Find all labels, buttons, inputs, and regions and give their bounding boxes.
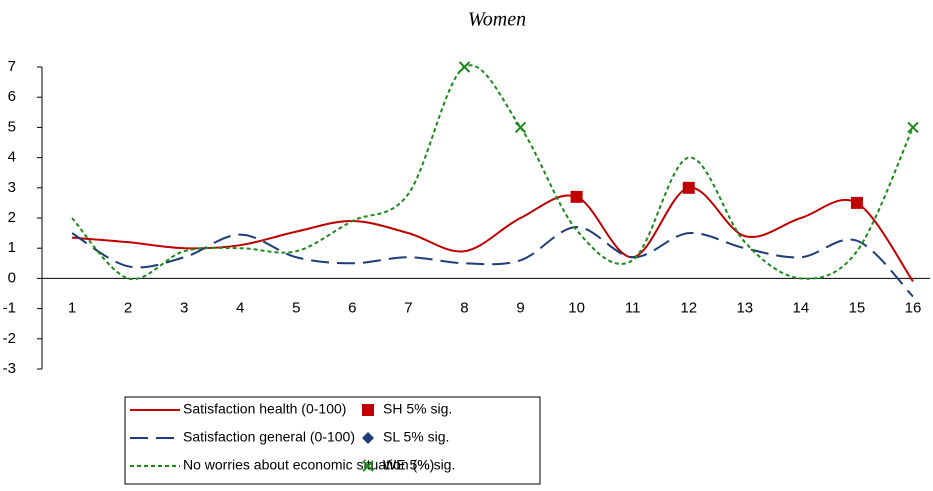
legend-marker: [362, 460, 374, 472]
y-tick-label: -2: [3, 330, 16, 347]
legend-label: WE 5% sig.: [383, 457, 455, 473]
x-tick-label: 8: [460, 299, 468, 316]
x-tick-label: 7: [404, 299, 412, 316]
chart-title: Women: [468, 9, 526, 31]
y-tick-label: 6: [8, 88, 16, 105]
x-tick-label: 2: [124, 299, 132, 316]
marker: [682, 181, 695, 194]
x-tick-label: 14: [793, 299, 810, 316]
y-tick-label: 3: [8, 179, 16, 196]
marker: [907, 121, 919, 134]
series-line: [71, 226, 914, 298]
y-tick-label: 2: [8, 209, 16, 226]
legend-marker: [362, 432, 374, 444]
marker: [570, 190, 583, 203]
legend-label: Satisfaction general (0-100): [183, 429, 355, 445]
x-tick-label: 5: [292, 299, 300, 316]
marker: [514, 121, 527, 134]
legend-label: SH 5% sig.: [383, 401, 452, 417]
legend-label: Satisfaction health (0-100): [183, 401, 346, 417]
legend-box: [124, 396, 541, 485]
legend-label: SL 5% sig.: [383, 429, 449, 445]
y-tick-label: 7: [8, 58, 16, 75]
x-tick-label: 1: [68, 299, 76, 316]
x-tick-label: 13: [736, 299, 753, 316]
legend-marker: [362, 404, 374, 416]
y-tick-label: 0: [8, 269, 16, 286]
series-line: [71, 64, 914, 281]
y-tick-label: -3: [3, 360, 16, 377]
marker: [850, 196, 863, 209]
series-line: [71, 186, 914, 283]
x-tick-label: 15: [849, 299, 866, 316]
marker: [458, 61, 471, 73]
y-tick-label: -1: [3, 300, 16, 317]
x-tick-label: 11: [625, 299, 641, 316]
x-tick-label: 12: [680, 299, 697, 316]
x-tick-label: 9: [516, 299, 524, 316]
x-tick-label: 6: [348, 299, 356, 316]
x-tick-label: 10: [568, 299, 585, 316]
y-tick-label: 4: [8, 149, 16, 166]
x-tick-label: 16: [905, 299, 922, 316]
x-tick-label: 3: [180, 299, 188, 316]
x-tick-label: 4: [236, 299, 244, 316]
y-tick-label: 5: [8, 118, 16, 135]
y-tick-label: 1: [8, 239, 16, 256]
